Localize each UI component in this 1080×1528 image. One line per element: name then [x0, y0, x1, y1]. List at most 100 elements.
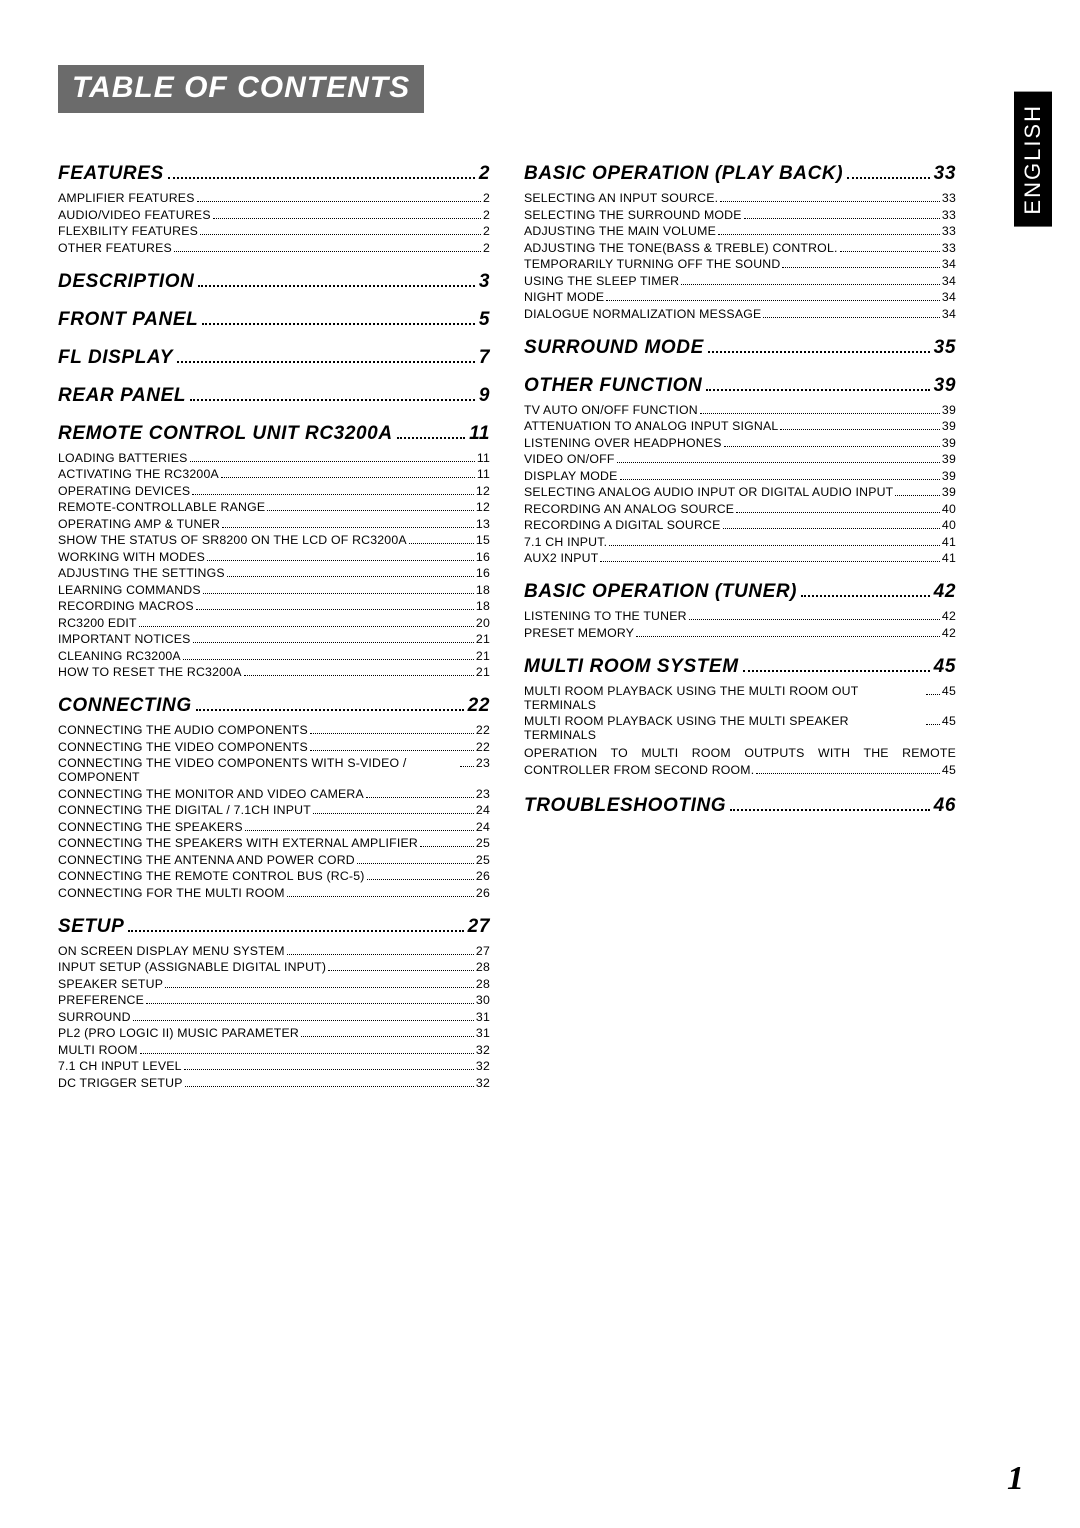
dot-leader [718, 234, 940, 235]
toc-heading: BASIC OPERATION (PLAY BACK)33 [524, 163, 956, 185]
toc-entry: OPERATION TO MULTI ROOM OUTPUTS WITH THE… [524, 745, 956, 779]
toc-entry: AUX2 INPUT41 [524, 551, 956, 565]
toc-entry-label: SURROUND [58, 1010, 131, 1024]
toc-entry: RECORDING MACROS18 [58, 599, 490, 613]
toc-entry-page: 42 [942, 626, 956, 640]
toc-entry-page: 39 [942, 436, 956, 450]
toc-heading-label: CONNECTING [58, 695, 192, 717]
toc-entry: RECORDING A DIGITAL SOURCE40 [524, 518, 956, 532]
dot-leader [227, 576, 474, 577]
toc-heading-page: 11 [469, 423, 490, 445]
toc-heading-page: 45 [934, 656, 956, 678]
toc-entry-label: ADJUSTING THE MAIN VOLUME [524, 224, 716, 238]
dot-leader [840, 251, 940, 252]
toc-entry-page: 21 [476, 632, 490, 646]
dot-leader [196, 609, 474, 610]
dot-leader [743, 670, 930, 672]
toc-heading-label: BASIC OPERATION (TUNER) [524, 581, 797, 603]
toc-entry-label: NIGHT MODE [524, 290, 604, 304]
toc-heading-page: 22 [468, 695, 490, 717]
toc-entry: ATTENUATION TO ANALOG INPUT SIGNAL39 [524, 419, 956, 433]
dot-leader [730, 809, 929, 811]
toc-heading: BASIC OPERATION (TUNER)42 [524, 581, 956, 603]
dot-leader [720, 201, 940, 202]
toc-entry: FLEXBILITY FEATURES2 [58, 224, 490, 238]
toc-entry-label: IMPORTANT NOTICES [58, 632, 191, 646]
dot-leader [310, 750, 474, 751]
toc-entry: RC3200 EDIT20 [58, 616, 490, 630]
toc-heading-page: 46 [934, 795, 956, 817]
toc-entry-label: LEARNING COMMANDS [58, 583, 201, 597]
toc-entry-page: 22 [476, 723, 490, 737]
toc-heading-label: FL DISPLAY [58, 347, 173, 369]
dot-leader [128, 930, 463, 932]
toc-entry: DISPLAY MODE39 [524, 469, 956, 483]
toc-entry: MULTI ROOM PLAYBACK USING THE MULTI ROOM… [524, 684, 956, 712]
toc-entry-label: SELECTING ANALOG AUDIO INPUT OR DIGITAL … [524, 485, 893, 499]
toc-entry: SPEAKER SETUP28 [58, 977, 490, 991]
toc-entry-page: 45 [942, 684, 956, 698]
toc-section: REMOTE CONTROL UNIT RC3200A11LOADING BAT… [58, 423, 490, 680]
toc-entry-page: 34 [942, 290, 956, 304]
toc-entry-label: AUX2 INPUT [524, 551, 598, 565]
toc-entry-label: LOADING BATTERIES [58, 451, 188, 465]
toc-entry: ADJUSTING THE MAIN VOLUME33 [524, 224, 956, 238]
toc-entry-label: ACTIVATING THE RC3200A [58, 467, 219, 481]
dot-leader [200, 234, 481, 235]
toc-entry-page: 20 [476, 616, 490, 630]
toc-entry-label: CONTROLLER FROM SECOND ROOM. [524, 762, 754, 779]
toc-entry: CONNECTING THE DIGITAL / 7.1CH INPUT24 [58, 803, 490, 817]
toc-heading: CONNECTING 22 [58, 695, 490, 717]
toc-entry-label: FLEXBILITY FEATURES [58, 224, 198, 238]
toc-section: FL DISPLAY7 [58, 347, 490, 369]
toc-right-column: BASIC OPERATION (PLAY BACK)33 SELECTING A… [524, 157, 956, 1106]
dot-leader [708, 351, 930, 353]
toc-entry-page: 28 [476, 960, 490, 974]
toc-entry: LISTENING TO THE TUNER42 [524, 609, 956, 623]
toc-entry-page: 40 [942, 518, 956, 532]
toc-entry: LEARNING COMMANDS18 [58, 583, 490, 597]
toc-entry-page: 33 [942, 208, 956, 222]
dot-leader [198, 285, 474, 287]
dot-leader [681, 284, 940, 285]
dot-leader [184, 1069, 474, 1070]
toc-entry-label: SPEAKER SETUP [58, 977, 163, 991]
dot-leader [267, 510, 474, 511]
toc-entry-page: 11 [477, 467, 490, 481]
toc-entry-label: CONNECTING THE DIGITAL / 7.1CH INPUT [58, 803, 311, 817]
dot-leader [192, 494, 474, 495]
toc-entry: OTHER FEATURES2 [58, 241, 490, 255]
toc-entry: CLEANING RC3200A21 [58, 649, 490, 663]
toc-entry: VIDEO ON/OFF 39 [524, 452, 956, 466]
toc-heading: FL DISPLAY7 [58, 347, 490, 369]
toc-entry-page: 15 [476, 533, 490, 547]
toc-left-column: FEATURES2AMPLIFIER FEATURES2AUDIO/VIDEO … [58, 157, 490, 1106]
page-title: TABLE OF CONTENTS [58, 65, 424, 113]
toc-entry-page: 2 [483, 191, 490, 205]
toc-entry: PL2 (PRO LOGIC II) MUSIC PARAMETER31 [58, 1026, 490, 1040]
toc-entry: DC TRIGGER SETUP32 [58, 1076, 490, 1090]
toc-entry: CONNECTING THE MONITOR AND VIDEO CAMERA2… [58, 787, 490, 801]
toc-entry: SELECTING THE SURROUND MODE33 [524, 208, 956, 222]
toc-entry-page: 34 [942, 257, 956, 271]
toc-entry: SELECTING AN INPUT SOURCE.33 [524, 191, 956, 205]
toc-entry-page: 39 [942, 452, 956, 466]
dot-leader [140, 1053, 474, 1054]
toc-section: SETUP27ON SCREEN DISPLAY MENU SYSTEM27IN… [58, 916, 490, 1090]
toc-entry: TEMPORARILY TURNING OFF THE SOUND34 [524, 257, 956, 271]
dot-leader [706, 389, 929, 391]
toc-entry: OPERATING DEVICES12 [58, 484, 490, 498]
toc-entry-page: 21 [476, 665, 490, 679]
toc-entry-label: OPERATION TO MULTI ROOM OUTPUTS WITH THE… [524, 745, 956, 762]
toc-entry: CONNECTING THE ANTENNA AND POWER CORD25 [58, 853, 490, 867]
toc-entry: CONNECTING THE VIDEO COMPONENTS22 [58, 740, 490, 754]
toc-entry-page: 32 [476, 1059, 490, 1073]
dot-leader [801, 595, 930, 597]
toc-heading-label: OTHER FUNCTION [524, 375, 702, 397]
toc-entry-label: VIDEO ON/OFF [524, 452, 615, 466]
toc-heading: MULTI ROOM SYSTEM45 [524, 656, 956, 678]
toc-entry-label: USING THE SLEEP TIMER [524, 274, 679, 288]
toc-entry: NIGHT MODE 34 [524, 290, 956, 304]
toc-heading-label: DESCRIPTION [58, 271, 194, 293]
dot-leader [139, 626, 474, 627]
